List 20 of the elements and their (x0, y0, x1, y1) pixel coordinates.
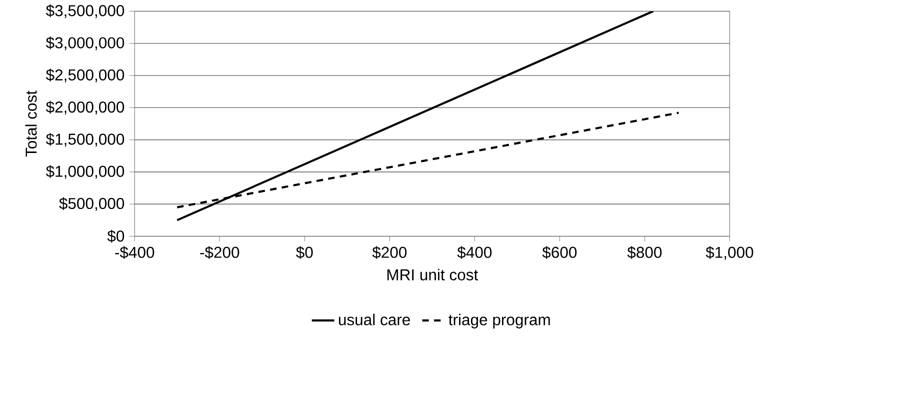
x-tick-label: $800 (627, 246, 662, 259)
x-tick-label: $600 (542, 246, 577, 259)
x-tick-label: $1,000 (706, 246, 754, 260)
y-tick-label: $1,000,000 (46, 164, 124, 179)
x-tick-label: $200 (372, 246, 407, 259)
legend-label: triage program (448, 314, 550, 328)
y-tick-label: $2,000,000 (46, 100, 124, 114)
y-axis-title: Total cost (25, 90, 37, 156)
y-tick-label: $500,000 (59, 197, 124, 211)
y-tick-label: $0 (107, 230, 124, 242)
y-tick-label: $3,500,000 (46, 4, 124, 18)
x-tick-label: $0 (296, 246, 313, 259)
x-tick-label: -$200 (200, 246, 240, 259)
y-tick-label: $1,500,000 (46, 132, 124, 146)
y-tick-label: $3,000,000 (46, 36, 124, 50)
x-tick-label: -$400 (115, 246, 154, 259)
legend-label: usual care (338, 314, 410, 326)
y-tick-label: $2,500,000 (46, 68, 124, 82)
x-axis-title: MRI unit cost (387, 268, 478, 280)
x-tick-label: $400 (457, 246, 492, 259)
